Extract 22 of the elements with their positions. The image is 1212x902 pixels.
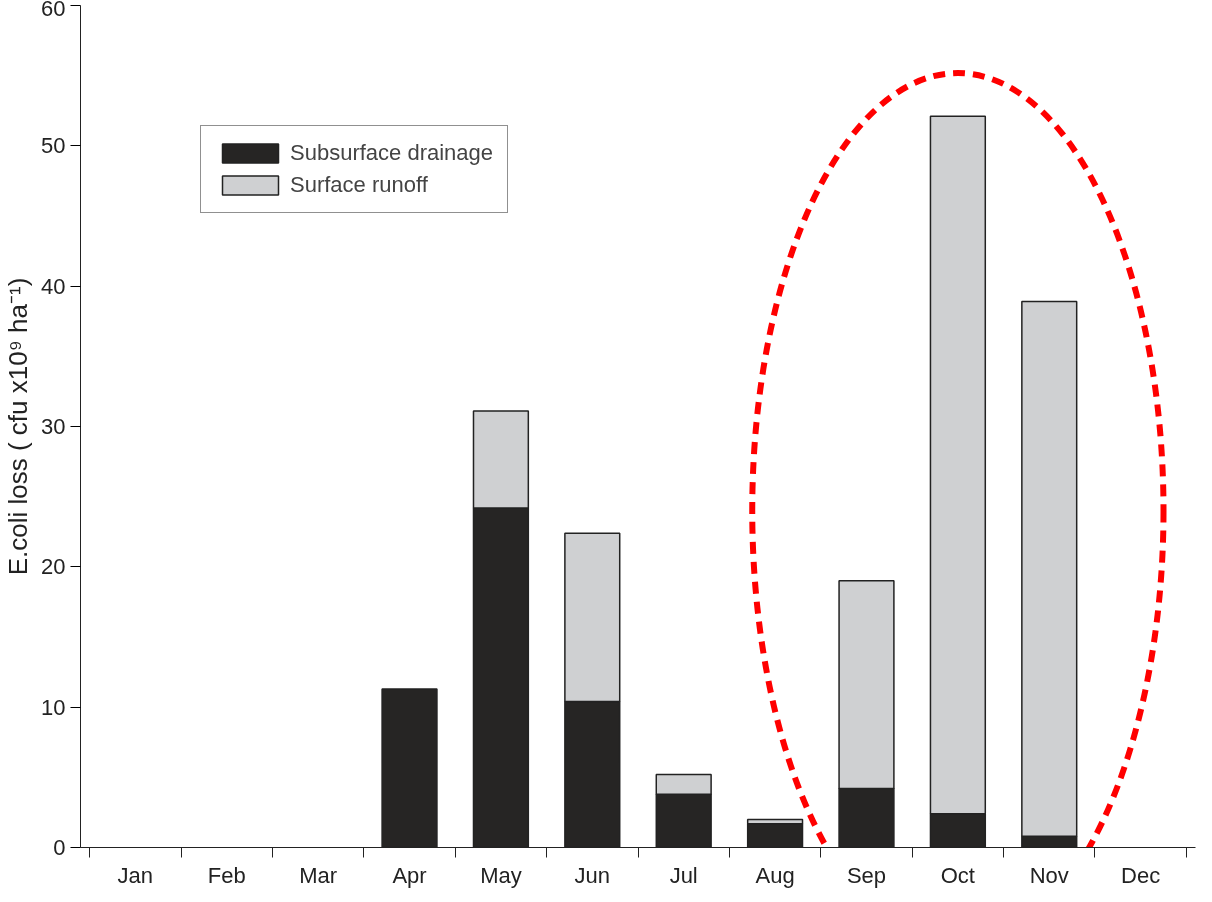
y-tick-label: 0 bbox=[53, 835, 66, 860]
x-tick-label: Oct bbox=[940, 862, 975, 888]
y-tick-label: 30 bbox=[41, 414, 66, 439]
x-tick-label: Jul bbox=[669, 862, 698, 888]
y-tick-label: 10 bbox=[41, 694, 66, 720]
x-tick-label: May bbox=[480, 862, 522, 888]
y-axis-title: E.coli loss ( cfu x10⁹ ha⁻¹) bbox=[3, 277, 34, 576]
x-tick-label: Dec bbox=[1121, 862, 1161, 888]
legend-label: Subsurface drainage bbox=[290, 140, 494, 166]
x-tick-label: Sep bbox=[846, 862, 887, 888]
x-tick-label: Nov bbox=[1029, 862, 1069, 888]
y-tick-label: 50 bbox=[41, 133, 66, 159]
x-tick-label: Jun bbox=[574, 862, 611, 888]
y-tick-label: 20 bbox=[41, 554, 66, 580]
x-tick-label: Feb bbox=[207, 862, 246, 888]
legend-label: Surface runoff bbox=[290, 172, 428, 198]
x-tick-label: Aug bbox=[755, 862, 795, 888]
y-tick-label: 60 bbox=[41, 0, 66, 21]
y-tick-label: 40 bbox=[41, 273, 66, 299]
x-tick-label: Jan bbox=[117, 862, 154, 888]
x-tick-label: Apr bbox=[392, 862, 427, 888]
x-tick-label: Mar bbox=[299, 862, 338, 888]
